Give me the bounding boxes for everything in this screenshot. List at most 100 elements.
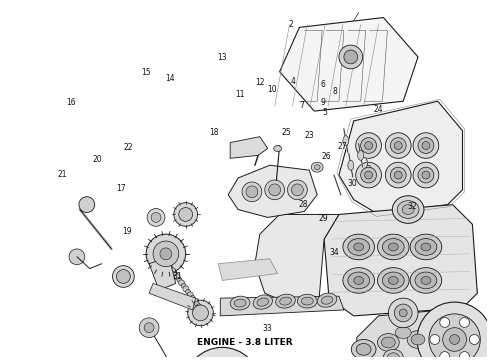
Circle shape [199,307,204,312]
Circle shape [361,138,376,153]
Ellipse shape [318,293,337,307]
Circle shape [391,138,406,153]
Circle shape [361,167,376,183]
Ellipse shape [389,243,398,251]
Ellipse shape [462,330,483,348]
Ellipse shape [358,150,364,160]
Text: 9: 9 [320,98,325,107]
Ellipse shape [377,234,409,260]
Ellipse shape [351,339,376,359]
Circle shape [181,283,186,288]
Ellipse shape [383,349,403,360]
Text: 4: 4 [291,77,296,86]
Polygon shape [149,257,176,290]
Circle shape [246,186,258,198]
Text: 23: 23 [304,131,314,140]
Text: 33: 33 [262,324,271,333]
Text: 26: 26 [321,153,331,162]
Text: 5: 5 [322,108,327,117]
Polygon shape [228,165,317,217]
Polygon shape [339,101,463,215]
Text: 32: 32 [407,202,417,211]
Text: 30: 30 [348,179,357,188]
Ellipse shape [421,276,431,284]
Circle shape [183,286,189,292]
Circle shape [153,241,179,267]
Text: 25: 25 [281,129,291,138]
Circle shape [399,309,407,317]
Ellipse shape [348,272,369,289]
Text: 28: 28 [298,200,308,209]
Circle shape [151,212,161,222]
Ellipse shape [366,165,371,175]
Circle shape [460,318,469,327]
Circle shape [164,259,169,264]
Text: 21: 21 [57,170,67,179]
Polygon shape [280,18,418,111]
Ellipse shape [301,297,313,305]
Ellipse shape [415,272,437,289]
Circle shape [146,234,186,274]
Circle shape [69,249,85,265]
Text: 8: 8 [332,87,337,96]
Text: 7: 7 [300,101,305,110]
Circle shape [79,197,95,212]
Ellipse shape [392,196,424,223]
Ellipse shape [466,334,479,345]
Circle shape [178,280,184,286]
Text: 34: 34 [329,248,339,257]
Circle shape [242,182,262,202]
Polygon shape [255,215,339,308]
Ellipse shape [421,243,431,251]
Circle shape [165,262,172,268]
Ellipse shape [253,295,272,309]
Circle shape [144,323,154,333]
Ellipse shape [321,296,333,304]
Circle shape [195,301,199,306]
Circle shape [394,141,402,149]
Circle shape [394,171,402,179]
Ellipse shape [382,272,404,289]
Ellipse shape [411,334,425,345]
Circle shape [450,334,460,345]
Text: 19: 19 [122,226,132,235]
Circle shape [356,133,381,158]
Ellipse shape [402,204,414,215]
Circle shape [188,300,213,326]
Polygon shape [357,308,487,360]
Circle shape [440,318,450,327]
Text: 12: 12 [255,78,264,87]
Ellipse shape [388,353,399,360]
Circle shape [389,298,418,328]
Circle shape [174,203,197,226]
Ellipse shape [343,267,374,293]
Circle shape [177,277,182,282]
Text: 20: 20 [93,155,102,164]
Text: 2: 2 [289,19,294,28]
Ellipse shape [230,296,250,310]
Circle shape [168,265,173,270]
Text: 15: 15 [141,68,150,77]
Ellipse shape [257,298,269,306]
Ellipse shape [450,342,465,353]
Text: 24: 24 [373,105,383,114]
Circle shape [394,304,412,322]
Ellipse shape [382,239,404,255]
Circle shape [413,162,439,188]
Circle shape [386,162,411,188]
Polygon shape [220,296,344,316]
Polygon shape [219,259,278,280]
Text: 16: 16 [66,98,75,107]
Circle shape [356,162,381,188]
Ellipse shape [397,201,419,219]
Ellipse shape [354,276,364,284]
Circle shape [365,171,372,179]
Circle shape [430,334,440,345]
Ellipse shape [441,332,455,343]
Ellipse shape [395,327,411,338]
Circle shape [174,274,180,280]
Circle shape [386,133,411,158]
Circle shape [187,292,193,298]
Ellipse shape [297,294,317,308]
Polygon shape [230,137,268,158]
